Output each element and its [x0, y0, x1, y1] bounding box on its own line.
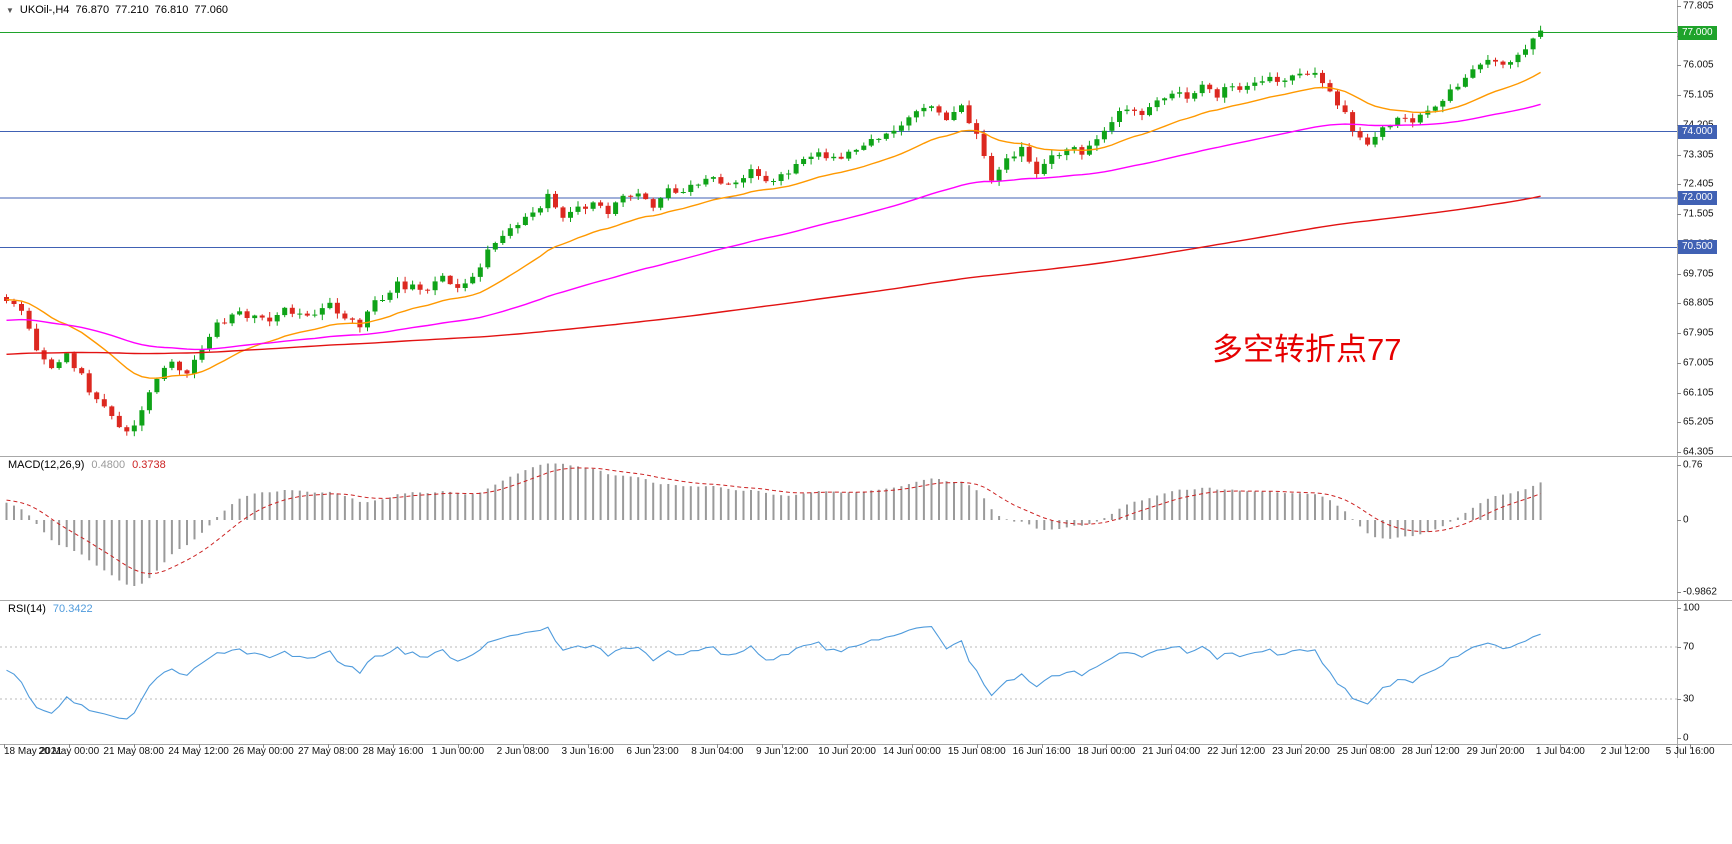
- rsi-label-text: RSI(14): [8, 603, 46, 615]
- price-axis-label: 76.905: [1683, 30, 1714, 42]
- macd-signal-value: 0.3738: [132, 459, 166, 471]
- price-tag: 70.500: [1678, 240, 1717, 255]
- rsi-panel-separator[interactable]: [0, 600, 1732, 601]
- time-axis-label: 8 Jun 04:00: [691, 746, 744, 757]
- time-axis-label: 3 Jun 16:00: [561, 746, 614, 757]
- time-axis-label: 29 Jun 20:00: [1466, 746, 1525, 757]
- time-axis-label: 10 Jun 20:00: [818, 746, 876, 757]
- time-axis-label: 14 Jun 00:00: [882, 746, 941, 757]
- chart-marker-icon: ▼: [6, 5, 14, 15]
- symbol-info-bar: ▼ UKOil-,H4 76.870 77.210 76.810 77.060: [6, 4, 228, 16]
- price-axis-label: 0: [1683, 514, 1689, 526]
- price-axis-label: 66.105: [1683, 387, 1714, 399]
- rsi-value: 70.3422: [52, 603, 93, 615]
- time-axis-label: 16 Jun 16:00: [1012, 746, 1071, 757]
- time-axis-label: 1 Jun 00:00: [431, 746, 485, 757]
- macd-signal-line: [6, 467, 1541, 575]
- price-tag: 74.000: [1678, 124, 1717, 139]
- price-axis-label: 100: [1683, 602, 1700, 614]
- time-axis-label: 25 Jun 08:00: [1336, 746, 1395, 757]
- ohlc-open: 76.870: [75, 4, 110, 16]
- time-axis-label: 21 May 08:00: [103, 746, 164, 757]
- price-axis-label: 71.505: [1683, 208, 1714, 220]
- price-axis-label: 69.705: [1683, 268, 1714, 280]
- time-axis-label: 18 Jun 00:00: [1077, 746, 1136, 757]
- time-axis-label: 28 May 16:00: [362, 746, 424, 757]
- price-axis-label: 70: [1683, 641, 1695, 653]
- price-axis-label: 68.805: [1683, 297, 1714, 309]
- price-axis-label: 76.005: [1683, 59, 1714, 71]
- price-axis-label: 77.805: [1683, 0, 1714, 12]
- price-axis-label: 73.305: [1683, 149, 1714, 161]
- macd-value: 0.4800: [91, 459, 126, 471]
- price-chart-panel[interactable]: [0, 0, 1677, 456]
- ma-slow-line: [6, 195, 1541, 355]
- ohlc-low: 76.810: [154, 4, 189, 16]
- price-axis-label: 30: [1683, 693, 1695, 705]
- price-axis-label: 74.205: [1683, 119, 1714, 131]
- price-axis-label: 75.105: [1683, 89, 1714, 101]
- time-axis-label: 15 Jun 08:00: [947, 746, 1006, 757]
- macd-panel[interactable]: [0, 456, 1677, 600]
- time-axis-label: 24 May 12:00: [168, 746, 229, 757]
- time-axis-label: 27 May 08:00: [297, 746, 359, 757]
- macd-label-text: MACD(12,26,9): [8, 459, 85, 471]
- time-axis-label: 18 May 2021: [4, 746, 62, 757]
- time-axis-label: 20 May 00:00: [38, 746, 100, 757]
- time-axis-label: 2 Jul 12:00: [1600, 746, 1650, 757]
- time-axis-label: 21 Jun 04:00: [1142, 746, 1201, 757]
- time-axis-label: 2 Jun 08:00: [496, 746, 549, 757]
- time-axis-label: 1 Jul 04:00: [1535, 746, 1585, 757]
- rsi-line: [6, 626, 1541, 720]
- time-axis-label: 26 May 00:00: [233, 746, 294, 757]
- time-axis-label: 22 Jun 12:00: [1207, 746, 1266, 757]
- time-axis-label: 9 Jun 12:00: [756, 746, 809, 757]
- macd-panel-separator[interactable]: [0, 456, 1732, 457]
- price-tag: 77.000: [1678, 25, 1717, 40]
- price-axis-label: 70.605: [1683, 238, 1714, 250]
- price-axis-label: 0.76: [1683, 459, 1703, 471]
- price-axis-separator: [1677, 0, 1678, 758]
- time-axis-label: 5 Jul 16:00: [1665, 746, 1715, 757]
- time-axis-separator: [0, 744, 1732, 745]
- time-axis-label: 23 Jun 20:00: [1272, 746, 1330, 757]
- price-axis-label: 65.205: [1683, 416, 1714, 428]
- price-axis-label: 0: [1683, 732, 1689, 744]
- price-tag: 72.000: [1678, 190, 1717, 205]
- price-axis-label: 72.405: [1683, 178, 1714, 190]
- rsi-panel[interactable]: [0, 600, 1677, 744]
- price-axis-label: -0.9862: [1683, 586, 1717, 598]
- ma-medium-line: [6, 103, 1541, 351]
- symbol-name: UKOil-,H4: [19, 4, 70, 16]
- ohlc-high: 77.210: [115, 4, 149, 16]
- time-axis-label: 6 Jun 23:00: [626, 746, 679, 757]
- rsi-indicator-label: RSI(14) 70.3422: [8, 603, 93, 615]
- time-axis-label: 28 Jun 12:00: [1401, 746, 1460, 757]
- price-axis-label: 67.005: [1683, 357, 1714, 369]
- macd-indicator-label: MACD(12,26,9) 0.4800 0.3738: [8, 459, 166, 471]
- ohlc-close: 77.060: [194, 4, 229, 16]
- price-axis-label: 67.905: [1683, 327, 1714, 339]
- chart-annotation: 多空转折点77: [1212, 332, 1402, 367]
